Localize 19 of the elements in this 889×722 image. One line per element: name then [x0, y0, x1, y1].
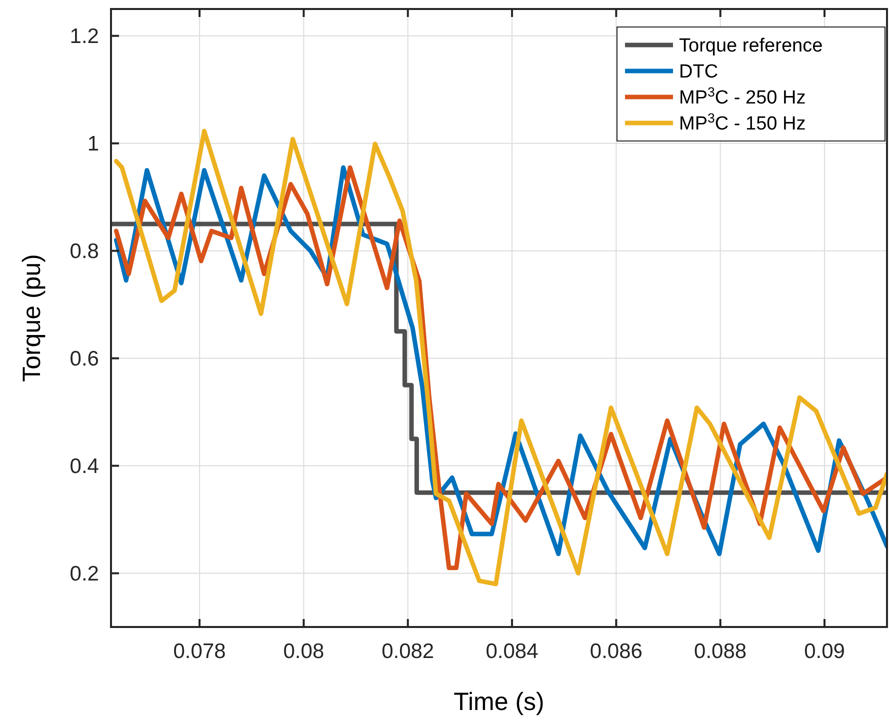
legend-label: MP$^{3}$C - 250 Hz: [679, 84, 806, 109]
x-tick-label: 0.084: [486, 640, 539, 663]
y-tick-label: 1.2: [70, 25, 99, 48]
x-tick-label: 0.078: [173, 640, 226, 663]
y-axis-title: Torque (pu): [18, 254, 46, 382]
x-tick-label: 0.088: [694, 640, 747, 663]
legend-label: DTC: [679, 62, 718, 83]
x-axis-title: Time (s): [454, 688, 544, 716]
y-tick-label: 0.4: [70, 455, 100, 478]
y-tick-label: 0.8: [70, 240, 99, 264]
x-tick-label: 0.08: [283, 640, 324, 663]
y-tick-label: 1: [87, 132, 99, 156]
y-tick-label: 0.6: [70, 348, 99, 371]
x-tick-label: 0.082: [382, 640, 434, 663]
legend-label: MP$^{3}$C - 150 Hz: [679, 110, 806, 135]
legend-label: Torque reference: [679, 36, 823, 57]
x-tick-label: 0.086: [590, 640, 642, 663]
x-tick-label: 0.09: [804, 640, 845, 663]
y-tick-label: 0.2: [70, 562, 99, 586]
